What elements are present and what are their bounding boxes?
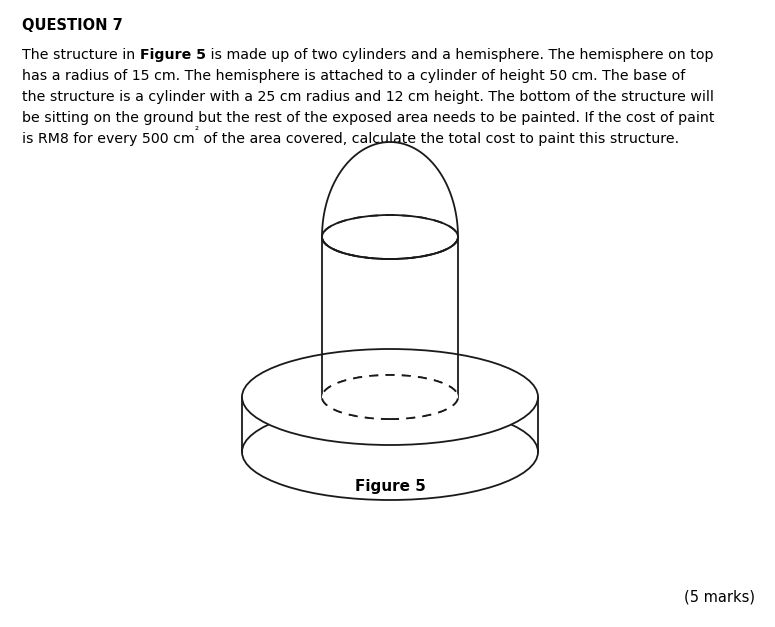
- Text: Figure 5: Figure 5: [140, 48, 205, 62]
- Text: The structure in: The structure in: [22, 48, 140, 62]
- Text: is RM8 for every 500 cm: is RM8 for every 500 cm: [22, 132, 195, 146]
- Text: is made up of two cylinders and a hemisphere. The hemisphere on top: is made up of two cylinders and a hemisp…: [205, 48, 713, 62]
- Text: (5 marks): (5 marks): [684, 590, 755, 605]
- Text: QUESTION 7: QUESTION 7: [22, 18, 122, 33]
- Text: Figure 5: Figure 5: [355, 479, 425, 494]
- Ellipse shape: [322, 215, 458, 259]
- Ellipse shape: [242, 404, 538, 500]
- Ellipse shape: [322, 375, 458, 419]
- Text: be sitting on the ground but the rest of the exposed area needs to be painted. I: be sitting on the ground but the rest of…: [22, 111, 715, 125]
- Text: of the area covered, calculate the total cost to paint this structure.: of the area covered, calculate the total…: [198, 132, 679, 146]
- Text: the structure is a cylinder with a 25 cm radius and 12 cm height. The bottom of : the structure is a cylinder with a 25 cm…: [22, 90, 714, 104]
- Text: ²: ²: [195, 126, 198, 136]
- Text: has a radius of 15 cm. The hemisphere is attached to a cylinder of height 50 cm.: has a radius of 15 cm. The hemisphere is…: [22, 69, 685, 83]
- Ellipse shape: [242, 349, 538, 445]
